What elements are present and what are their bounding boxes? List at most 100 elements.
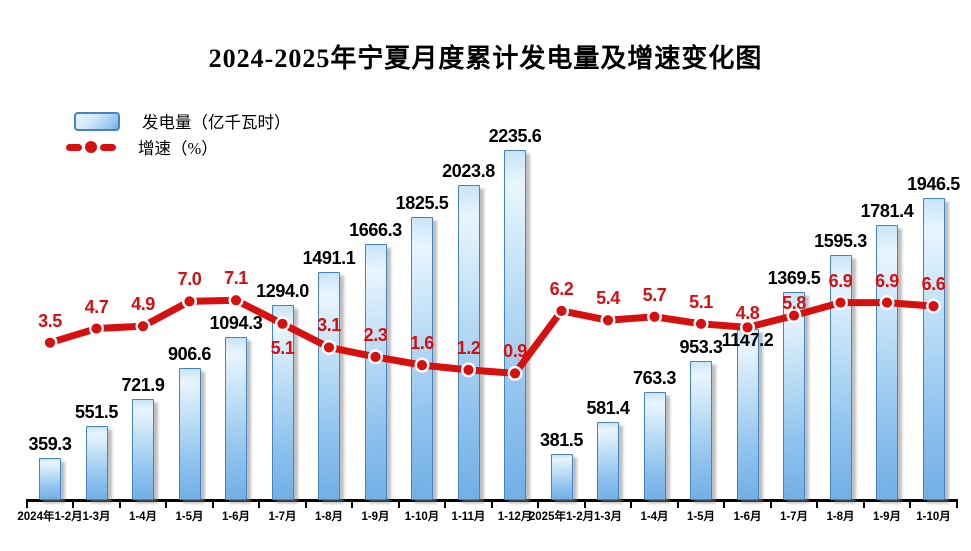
x-axis-tick (211, 499, 214, 508)
bar-2024年1-2月 (39, 458, 61, 500)
growth-value-label: 7.1 (224, 268, 248, 289)
x-axis-label: 1-8月 (314, 511, 344, 523)
bar-2025年1-2月 (550, 454, 573, 500)
bar-1-6月 (736, 328, 759, 500)
bar-1-10月 (922, 197, 945, 500)
x-axis-label: 2024年1-2月 (17, 511, 83, 523)
growth-line-marker (88, 321, 104, 337)
x-axis-tick (25, 499, 28, 508)
x-axis-tick (816, 499, 819, 508)
growth-value-label: 5.1 (689, 291, 713, 312)
growth-value-label: 3.1 (317, 315, 341, 336)
x-axis-tick (72, 499, 75, 508)
x-axis-tick (258, 499, 261, 508)
legend-item-growth: 增速（%） (66, 134, 291, 160)
growth-value-label: 5.8 (782, 292, 806, 313)
bar-1-7月 (783, 292, 805, 500)
x-axis-label: 1-10月 (404, 511, 440, 523)
x-axis-label: 1-7月 (779, 511, 809, 523)
growth-value-label: 1.2 (456, 337, 481, 358)
growth-value-label: 6.6 (921, 274, 946, 295)
bar-swatch-icon (74, 111, 120, 131)
bar-value-label: 906.6 (167, 344, 212, 365)
x-axis-tick (583, 499, 586, 508)
growth-value-label: 5.1 (270, 337, 295, 358)
legend-line-label: 增速（%） (138, 139, 218, 158)
x-axis-label: 1-3月 (593, 511, 623, 523)
x-axis-label: 1-8月 (826, 511, 855, 523)
x-axis-tick (537, 499, 540, 508)
bar-1-9月 (364, 243, 387, 500)
legend: 发电量（亿千瓦时） 增速（%） (66, 108, 291, 160)
growth-value-label: 5.4 (596, 288, 620, 309)
bar-1-5月 (178, 368, 201, 500)
growth-value-label: 4.7 (84, 296, 109, 317)
bar-value-label: 1595.3 (814, 231, 867, 252)
bar-1-3月 (597, 421, 619, 500)
bar-1-5月 (690, 360, 712, 500)
x-axis-tick (444, 499, 447, 508)
growth-value-label: 2.3 (363, 324, 388, 345)
growth-value-label: 1.6 (410, 333, 434, 354)
bar-value-label: 1094.3 (209, 313, 263, 334)
growth-line-marker (181, 293, 197, 309)
x-axis-tick (304, 499, 307, 508)
x-axis-tick (862, 499, 865, 508)
bar-value-label: 1825.5 (395, 193, 449, 214)
growth-value-label: 4.9 (131, 294, 155, 315)
x-axis-tick (909, 499, 912, 508)
x-axis-tick (723, 499, 726, 508)
x-axis-label: 1-9月 (872, 511, 902, 523)
bar-1-10月 (411, 217, 433, 500)
line-swatch-icon (66, 141, 116, 153)
x-axis-label: 1-10月 (916, 511, 951, 523)
bar-value-label: 1369.5 (767, 268, 821, 289)
bar-value-label: 1147.2 (721, 329, 774, 350)
bar-value-label: 381.5 (539, 430, 584, 451)
bar-value-label: 1294.0 (256, 280, 309, 301)
legend-bar-label: 发电量（亿千瓦时） (142, 113, 291, 132)
growth-line-marker (554, 303, 570, 319)
bar-value-label: 1666.3 (349, 219, 402, 240)
bar-1-3月 (85, 426, 108, 500)
growth-line-marker (228, 292, 244, 308)
x-axis-label: 1-6月 (221, 511, 251, 523)
x-axis-label: 1-4月 (128, 511, 158, 523)
growth-value-label: 3.5 (38, 310, 62, 331)
growth-value-label: 5.7 (642, 284, 667, 305)
growth-value-label: 6.9 (875, 270, 899, 291)
growth-line-marker (42, 335, 58, 351)
x-axis-tick (351, 499, 354, 508)
x-axis-label: 1-7月 (268, 511, 297, 523)
growth-line-marker (135, 318, 151, 334)
x-axis-tick (118, 499, 121, 508)
bar-value-label: 721.9 (121, 374, 165, 395)
bar-value-label: 1781.4 (860, 200, 914, 221)
bar-value-label: 763.3 (632, 367, 677, 388)
growth-line-marker (693, 316, 709, 332)
growth-value-label: 6.9 (828, 270, 853, 291)
bar-1-7月 (271, 304, 294, 500)
growth-value-label: 7.0 (177, 269, 202, 290)
bar-value-label: 953.3 (679, 336, 723, 357)
growth-line-marker (600, 312, 616, 328)
x-axis-tick (397, 499, 400, 508)
bar-value-label: 2023.8 (442, 160, 495, 181)
growth-value-label: 6.2 (549, 278, 574, 299)
bar-value-label: 581.4 (586, 397, 630, 418)
growth-line-marker (647, 309, 663, 325)
bar-value-label: 1946.5 (907, 173, 960, 194)
x-axis-tick (769, 499, 772, 508)
bar-1-8月 (318, 272, 340, 500)
x-axis-tick (676, 499, 679, 508)
x-axis-label: 1-5月 (175, 511, 204, 523)
chart-title: 2024-2025年宁夏月度累计发电量及增速变化图 (208, 44, 763, 73)
bar-1-12月 (504, 150, 526, 500)
bar-value-label: 359.3 (28, 434, 72, 455)
x-axis-label: 1-9月 (361, 511, 390, 523)
bar-1-4月 (643, 391, 666, 500)
x-axis-tick (165, 499, 168, 508)
growth-value-label: 0.9 (503, 341, 527, 362)
x-axis-label: 1-12月 (497, 511, 533, 523)
